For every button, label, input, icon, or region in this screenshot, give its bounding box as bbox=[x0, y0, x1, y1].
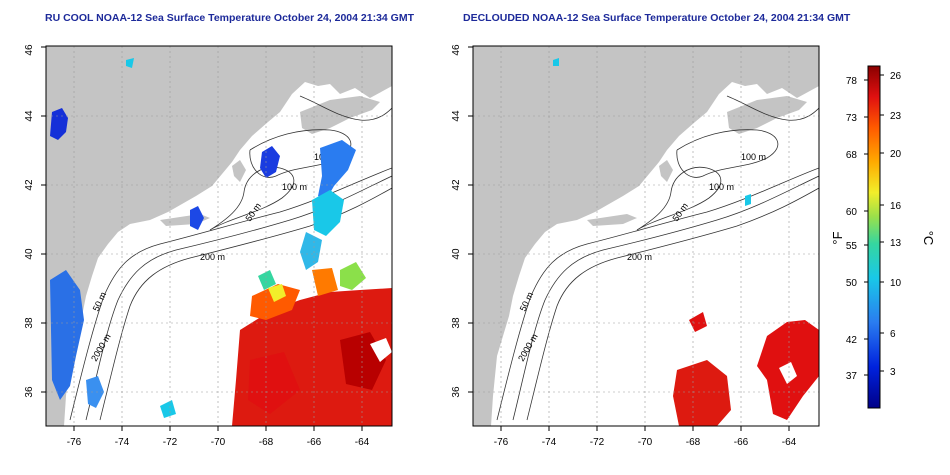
left-land bbox=[46, 46, 392, 426]
right-contours bbox=[496, 95, 819, 421]
left-y-tick-label: 44 bbox=[24, 110, 35, 122]
right-y-tick-label: 38 bbox=[451, 317, 462, 329]
colorbar-c-tick: 10 bbox=[890, 278, 902, 289]
right-map-frame bbox=[472, 45, 820, 427]
colorbar-celsius-label: °C bbox=[921, 231, 936, 246]
right-y-tick-label: 42 bbox=[451, 179, 462, 191]
left-x-tick-label: -64 bbox=[355, 437, 370, 448]
left-contour-label-200m: 200 m bbox=[200, 252, 225, 262]
left-y-tick-label: 38 bbox=[24, 317, 35, 329]
colorbar: 78 73 68 60 55 50 42 37 26 23 20 16 13 1… bbox=[830, 65, 936, 409]
right-y-tick-label: 46 bbox=[451, 44, 462, 56]
right-map-title: DECLOUDED NOAA-12 Sea Surface Temperatur… bbox=[463, 12, 851, 24]
right-y-tick-label: 40 bbox=[451, 248, 462, 260]
right-grid bbox=[473, 46, 819, 426]
right-x-tick-label: -76 bbox=[494, 437, 509, 448]
colorbar-c-tick: 6 bbox=[890, 329, 896, 340]
colorbar-f-tick: 42 bbox=[846, 335, 858, 346]
right-x-tick-label: -74 bbox=[542, 437, 557, 448]
colorbar-gradient bbox=[867, 65, 881, 409]
left-x-tick-label: -76 bbox=[67, 437, 82, 448]
colorbar-f-tick: 37 bbox=[846, 371, 858, 382]
left-sst-patches bbox=[50, 58, 392, 426]
colorbar-c-tick: 16 bbox=[890, 201, 902, 212]
colorbar-f-tick: 60 bbox=[846, 207, 858, 218]
right-contour-label-100m-b: 100 m bbox=[709, 182, 734, 192]
right-sst-patches bbox=[553, 58, 819, 426]
left-grid bbox=[46, 46, 392, 426]
left-y-tick-label: 46 bbox=[24, 44, 35, 56]
colorbar-f-tick: 78 bbox=[846, 76, 858, 87]
right-map: 100 m 100 m 50 m 200 m 50 m 2000 m bbox=[451, 44, 820, 448]
right-x-tick-label: -66 bbox=[734, 437, 749, 448]
colorbar-f-tick: 50 bbox=[846, 278, 858, 289]
left-x-tick-label: -74 bbox=[115, 437, 130, 448]
right-ticks bbox=[468, 46, 790, 431]
right-long-island bbox=[587, 214, 637, 226]
right-contour-label-100m-a: 100 m bbox=[741, 152, 766, 162]
left-x-tick-label: -68 bbox=[259, 437, 274, 448]
right-x-tick-label: -72 bbox=[590, 437, 605, 448]
left-map-title: RU COOL NOAA-12 Sea Surface Temperature … bbox=[45, 12, 414, 24]
right-cape-cod bbox=[659, 160, 673, 182]
left-ticks bbox=[41, 46, 363, 431]
right-y-tick-label: 44 bbox=[451, 110, 462, 122]
left-contour-label-100m-b: 100 m bbox=[282, 182, 307, 192]
colorbar-c-tick: 3 bbox=[890, 367, 896, 378]
left-y-tick-label: 36 bbox=[24, 386, 35, 398]
right-x-tick-label: -64 bbox=[782, 437, 797, 448]
right-x-tick-label: -70 bbox=[638, 437, 653, 448]
colorbar-c-tick: 23 bbox=[890, 111, 902, 122]
right-land bbox=[473, 46, 819, 426]
left-map-frame bbox=[45, 45, 393, 427]
colorbar-ticks bbox=[864, 74, 884, 376]
left-x-tick-label: -66 bbox=[307, 437, 322, 448]
colorbar-f-tick: 73 bbox=[846, 113, 858, 124]
left-x-tick-label: -72 bbox=[163, 437, 178, 448]
right-y-tick-label: 36 bbox=[451, 386, 462, 398]
colorbar-c-tick: 20 bbox=[890, 149, 902, 160]
left-y-tick-label: 42 bbox=[24, 179, 35, 191]
colorbar-f-tick: 55 bbox=[846, 241, 858, 252]
left-x-tick-label: -70 bbox=[211, 437, 226, 448]
left-map: 100 m 100 m 50 m 200 m 50 m 2000 m bbox=[24, 44, 393, 448]
colorbar-fahrenheit-label: °F bbox=[830, 231, 845, 244]
left-cape-cod bbox=[232, 160, 246, 182]
colorbar-c-tick: 26 bbox=[890, 71, 902, 82]
right-contour-label-200m: 200 m bbox=[627, 252, 652, 262]
left-y-tick-label: 40 bbox=[24, 248, 35, 260]
colorbar-f-tick: 68 bbox=[846, 150, 858, 161]
colorbar-c-tick: 13 bbox=[890, 238, 902, 249]
right-x-tick-label: -68 bbox=[686, 437, 701, 448]
